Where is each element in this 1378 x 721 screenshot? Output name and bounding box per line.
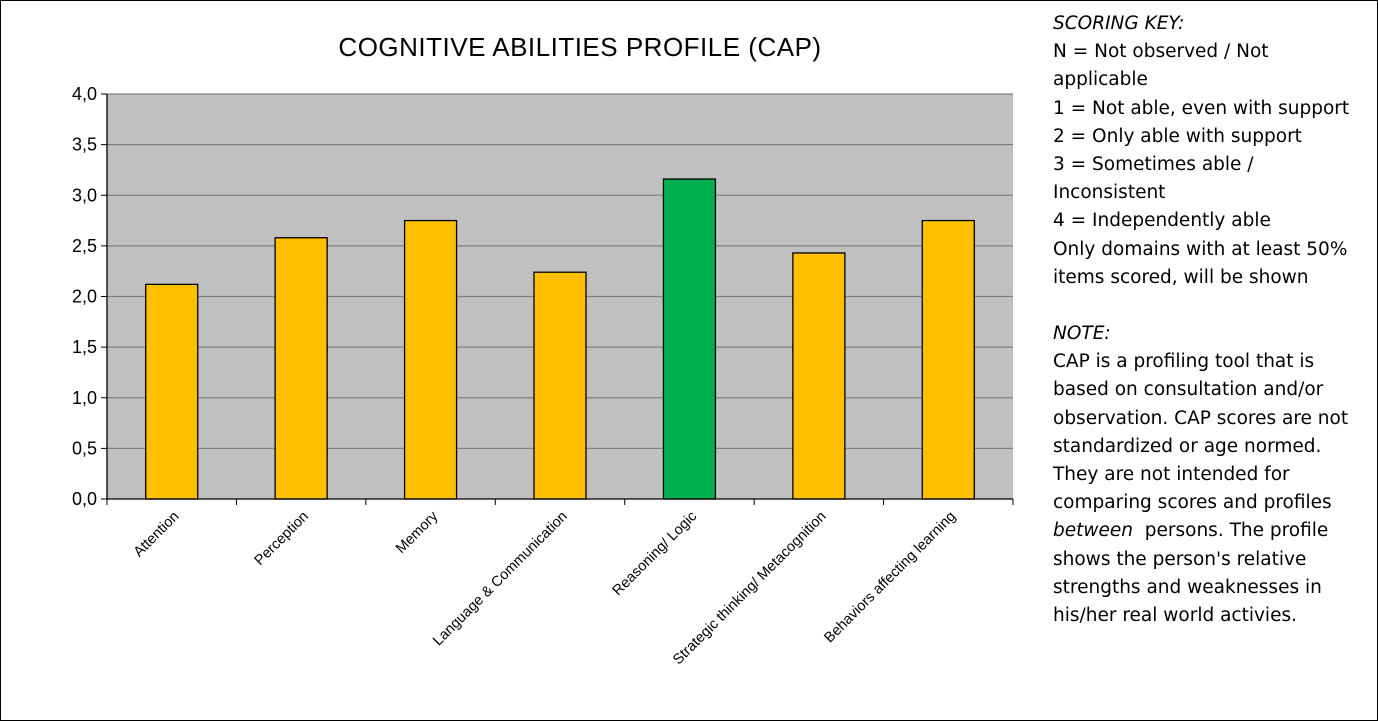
y-tick-label: 2,0 [72, 287, 97, 307]
x-category-label: Behaviors affecting learning [821, 509, 959, 647]
chart-title: COGNITIVE ABILITIES PROFILE (CAP) [338, 32, 822, 62]
note-heading: NOTE: [1053, 323, 1111, 345]
x-category-label: Attention [131, 509, 183, 561]
note-line: standardized or age normed. [1053, 435, 1322, 457]
note-line: his/her real world activies. [1053, 605, 1297, 627]
bar [145, 283, 199, 500]
x-category-label: Memory [393, 508, 442, 557]
note-line: based on consultation and/or [1053, 379, 1324, 401]
y-tick-label: 1,5 [72, 337, 97, 357]
bar [533, 271, 587, 500]
scoring-key-line: 3 = Sometimes able / [1053, 154, 1254, 176]
scoring-key-line: 2 = Only able with support [1053, 125, 1302, 147]
bar [274, 237, 328, 500]
bar [921, 219, 975, 500]
bar [792, 252, 846, 500]
note-line: observation. CAP scores are not [1053, 407, 1349, 429]
note-line: between persons. The profile [1053, 517, 1371, 545]
spacer [1053, 292, 1371, 320]
scoring-key-line: 4 = Independently able [1053, 210, 1271, 232]
y-tick-label: 4,0 [72, 84, 97, 104]
scoring-key-line: 1 = Not able, even with support [1053, 97, 1350, 119]
y-tick-label: 0,0 [72, 489, 97, 509]
bar [403, 219, 458, 500]
y-tick-label: 0,5 [72, 438, 97, 458]
bar [662, 178, 717, 500]
y-tick-label: 3,0 [72, 185, 97, 205]
note-line: CAP is a profiling tool that is [1053, 351, 1315, 373]
x-category-label: Perception [252, 509, 312, 569]
note-emphasis-rest: persons. The profile [1133, 520, 1329, 542]
note-line: They are not intended for [1053, 464, 1290, 486]
scoring-key-line: applicable [1053, 69, 1148, 91]
sidebar-panel: SCORING KEY: N = Not observed / Not appl… [1053, 10, 1371, 630]
note-line: shows the person's relative [1053, 548, 1307, 570]
note-emphasis: between [1053, 520, 1133, 542]
y-tick-label: 3,5 [72, 135, 97, 155]
x-category-label: Language & Communication [430, 509, 571, 650]
x-category-label: Strategic thinking/ Metacognition [670, 509, 830, 669]
scoring-key-line: Inconsistent [1053, 182, 1166, 204]
y-tick-label: 2,5 [72, 236, 97, 256]
scoring-key-line: items scored, will be shown [1053, 266, 1309, 288]
y-tick-label: 1,0 [72, 388, 97, 408]
x-category-label: Reasoning/ Logic [610, 509, 701, 600]
scoring-key-line: Only domains with at least 50% [1053, 238, 1348, 260]
scoring-key-heading: SCORING KEY: [1053, 13, 1185, 34]
scoring-key-line: N = Not observed / Not [1053, 41, 1269, 63]
note-line: comparing scores and profiles [1053, 492, 1332, 514]
note-line: strengths and weaknesses in [1053, 576, 1322, 598]
